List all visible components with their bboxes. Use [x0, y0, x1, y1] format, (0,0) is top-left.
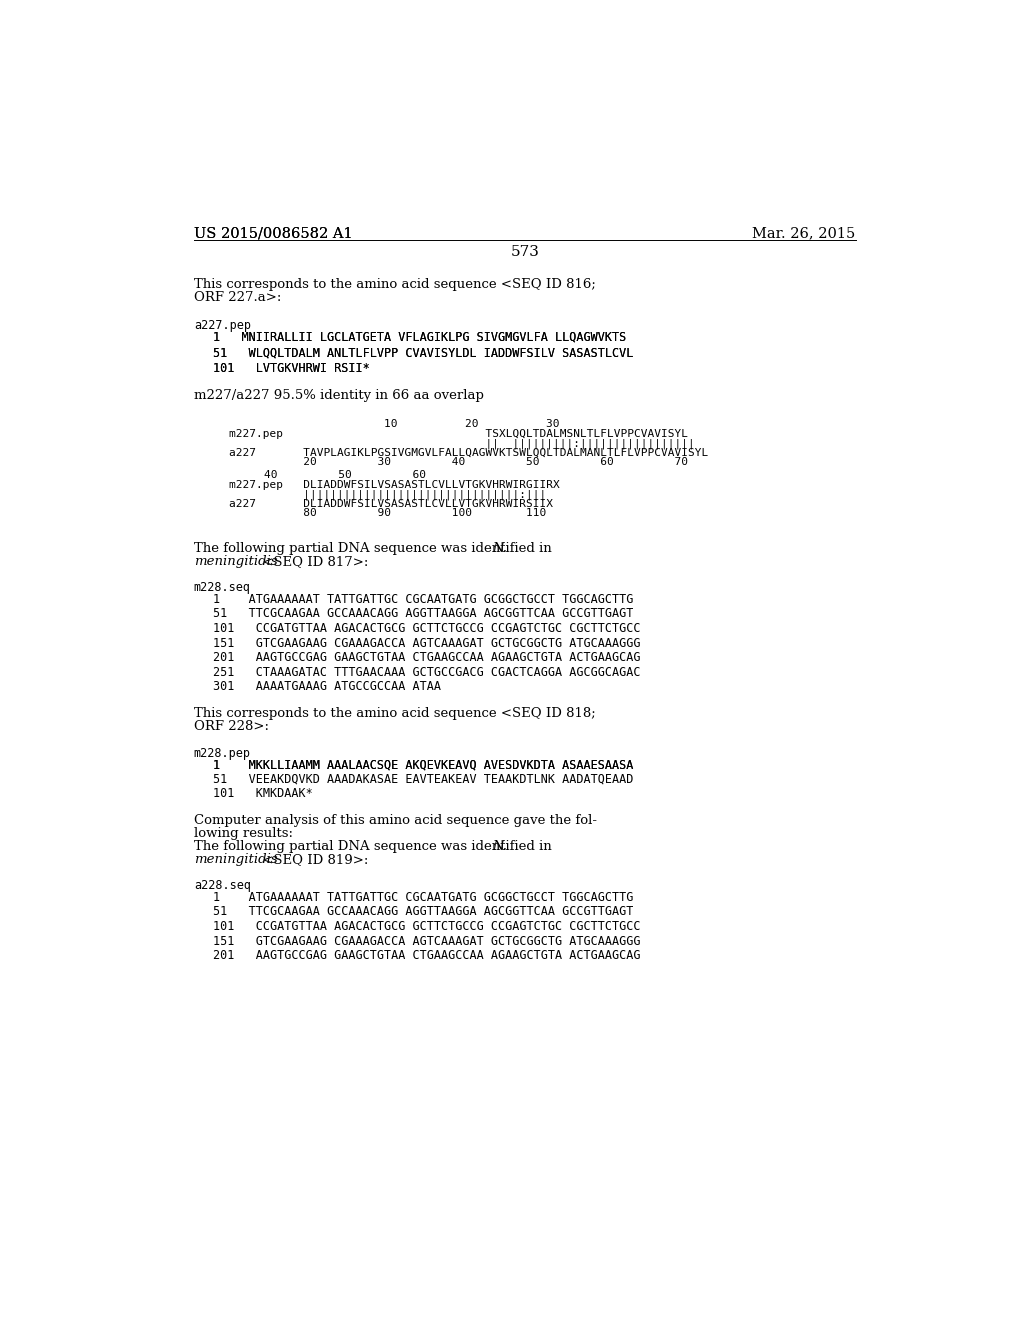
- Text: Mar. 26, 2015: Mar. 26, 2015: [753, 226, 856, 240]
- Text: m227/a227 95.5% identity in 66 aa overlap: m227/a227 95.5% identity in 66 aa overla…: [194, 388, 483, 401]
- Text: The following partial DNA sequence was identified in: The following partial DNA sequence was i…: [194, 543, 556, 554]
- Text: 20         30         40         50         60         70: 20 30 40 50 60 70: [228, 457, 688, 467]
- Text: 51   TTCGCAAGAA GCCAAACAGG AGGTTAAGGA AGCGGTTCAA GCCGTTGAGT: 51 TTCGCAAGAA GCCAAACAGG AGGTTAAGGA AGCG…: [213, 906, 634, 919]
- Text: 1    MKKLLIAAMM AAALAACSQE AKQEVKEAVQ AVESDVKDTA ASAAESAASA: 1 MKKLLIAAMM AAALAACSQE AKQEVKEAVQ AVESD…: [213, 758, 634, 771]
- Text: 51   VEEAKDQVKD AAADAKASAE EAVTEAKEAV TEAAKDTLNK AADATQEAAD: 51 VEEAKDQVKD AAADAKASAE EAVTEAKEAV TEAA…: [213, 774, 634, 785]
- Text: 10          20          30: 10 20 30: [384, 418, 559, 429]
- Text: 201   AAGTGCCGAG GAAGCTGTAA CTGAAGCCAA AGAAGCTGTA ACTGAAGCAG: 201 AAGTGCCGAG GAAGCTGTAA CTGAAGCCAA AGA…: [213, 949, 641, 962]
- Text: 1    ATGAAAAAAT TATTGATTGC CGCAATGATG GCGGCTGCCT TGGCAGCTTG: 1 ATGAAAAAAT TATTGATTGC CGCAATGATG GCGGC…: [213, 593, 634, 606]
- Text: 1   MNIIRALLII LGCLATGETA VFLAGIKLPG SIVGMGVLFA LLQAGWVKTS: 1 MNIIRALLII LGCLATGETA VFLAGIKLPG SIVGM…: [213, 330, 627, 343]
- Text: ||  |||||||||:|||||||||||||||||: || |||||||||:|||||||||||||||||: [228, 438, 694, 449]
- Text: 201   AAGTGCCGAG GAAGCTGTAA CTGAAGCCAA AGAAGCTGTA ACTGAAGCAG: 201 AAGTGCCGAG GAAGCTGTAA CTGAAGCCAA AGA…: [213, 651, 641, 664]
- Text: This corresponds to the amino acid sequence <SEQ ID 816;: This corresponds to the amino acid seque…: [194, 277, 596, 290]
- Text: a228.seq: a228.seq: [194, 879, 251, 892]
- Text: This corresponds to the amino acid sequence <SEQ ID 818;: This corresponds to the amino acid seque…: [194, 708, 596, 721]
- Text: 51   WLQQLTDALM ANLTLFLVPP CVAVISYLDL IADDWFSILV SASASTLCVL: 51 WLQQLTDALM ANLTLFLVPP CVAVISYLDL IADD…: [213, 346, 634, 359]
- Text: 151   GTCGAAGAAG CGAAAGACCA AGTCAAAGAT GCTGCGGCTG ATGCAAAGGG: 151 GTCGAAGAAG CGAAAGACCA AGTCAAAGAT GCT…: [213, 935, 641, 948]
- Text: ORF 227.a>:: ORF 227.a>:: [194, 290, 282, 304]
- Text: a227       DLIADDWFSILVSASASTLCVLLVTGKVHRWIRSIIX: a227 DLIADDWFSILVSASASTLCVLLVTGKVHRWIRSI…: [228, 499, 553, 508]
- Text: 101   CCGATGTTAA AGACACTGCG GCTTCTGCCG CCGAGTCTGC CGCTTCTGCC: 101 CCGATGTTAA AGACACTGCG GCTTCTGCCG CCG…: [213, 920, 641, 933]
- Text: m227.pep                              TSXLQQLTDALMSNLTLFLVPPCVAVISYL: m227.pep TSXLQQLTDALMSNLTLFLVPPCVAVISYL: [228, 429, 688, 440]
- Text: 573: 573: [510, 244, 540, 259]
- Text: N.: N.: [493, 543, 507, 554]
- Text: The following partial DNA sequence was identified in: The following partial DNA sequence was i…: [194, 840, 556, 853]
- Text: 151   GTCGAAGAAG CGAAAGACCA AGTCAAAGAT GCTGCGGCTG ATGCAAAGGG: 151 GTCGAAGAAG CGAAAGACCA AGTCAAAGAT GCT…: [213, 636, 641, 649]
- Text: a227       TAVPLAGIKLPGSIVGMGVLFALLQAGWVKTSWLQQLTDALMANLTLFLVPPCVAVISYL: a227 TAVPLAGIKLPGSIVGMGVLFALLQAGWVKTSWLQ…: [228, 447, 708, 458]
- Text: 101   CCGATGTTAA AGACACTGCG GCTTCTGCCG CCGAGTCTGC CGCTTCTGCC: 101 CCGATGTTAA AGACACTGCG GCTTCTGCCG CCG…: [213, 622, 641, 635]
- Text: 101   KMKDAAK*: 101 KMKDAAK*: [213, 788, 313, 800]
- Text: US 2015/0086582 A1: US 2015/0086582 A1: [194, 226, 352, 240]
- Text: m228.pep: m228.pep: [194, 747, 251, 760]
- Text: <SEQ ID 819>:: <SEQ ID 819>:: [258, 853, 369, 866]
- Text: m228.seq: m228.seq: [194, 581, 251, 594]
- Text: 101   LVTGKVHRWI RSII*: 101 LVTGKVHRWI RSII*: [213, 363, 370, 375]
- Text: 101   LVTGKVHRWI RSII*: 101 LVTGKVHRWI RSII*: [213, 363, 370, 375]
- Text: 301   AAAATGAAAG ATGCCGCCAA ATAA: 301 AAAATGAAAG ATGCCGCCAA ATAA: [213, 681, 441, 693]
- Text: US 2015/0086582 A1: US 2015/0086582 A1: [194, 226, 352, 240]
- Text: <SEQ ID 817>:: <SEQ ID 817>:: [258, 554, 369, 568]
- Text: Computer analysis of this amino acid sequence gave the fol-: Computer analysis of this amino acid seq…: [194, 813, 597, 826]
- Text: 1    MKKLLIAAMM AAALAACSQE AKQEVKEAVQ AVESDVKDTA ASAAESAASA: 1 MKKLLIAAMM AAALAACSQE AKQEVKEAVQ AVESD…: [213, 758, 634, 771]
- Text: 1   MNIIRALLII LGCLATGETA VFLAGIKLPG SIVGMGVLFA LLQAGWVKTS: 1 MNIIRALLII LGCLATGETA VFLAGIKLPG SIVGM…: [213, 330, 627, 343]
- Text: 40         50         60: 40 50 60: [263, 470, 426, 480]
- Text: 80         90         100        110: 80 90 100 110: [228, 508, 546, 517]
- Text: 51   WLQQLTDALM ANLTLFLVPP CVAVISYLDL IADDWFSILV SASASTLCVL: 51 WLQQLTDALM ANLTLFLVPP CVAVISYLDL IADD…: [213, 346, 634, 359]
- Text: ORF 228>:: ORF 228>:: [194, 721, 269, 734]
- Text: 1    ATGAAAAAAT TATTGATTGC CGCAATGATG GCGGCTGCCT TGGCAGCTTG: 1 ATGAAAAAAT TATTGATTGC CGCAATGATG GCGGC…: [213, 891, 634, 904]
- Text: lowing results:: lowing results:: [194, 826, 293, 840]
- Text: a227.pep: a227.pep: [194, 318, 251, 331]
- Text: meningitidis: meningitidis: [194, 853, 278, 866]
- Text: 251   CTAAAGATAC TTTGAACAAA GCTGCCGACG CGACTCAGGA AGCGGCAGAC: 251 CTAAAGATAC TTTGAACAAA GCTGCCGACG CGA…: [213, 665, 641, 678]
- Text: 51   TTCGCAAGAA GCCAAACAGG AGGTTAAGGA AGCGGTTCAA GCCGTTGAGT: 51 TTCGCAAGAA GCCAAACAGG AGGTTAAGGA AGCG…: [213, 607, 634, 620]
- Text: meningitidis: meningitidis: [194, 554, 278, 568]
- Text: ||||||||||||||||||||||||||||||||:|||: ||||||||||||||||||||||||||||||||:|||: [228, 490, 546, 500]
- Text: m227.pep   DLIADDWFSILVSASASTLCVLLVTGKVHRWIRGIIRX: m227.pep DLIADDWFSILVSASASTLCVLLVTGKVHRW…: [228, 480, 559, 490]
- Text: N.: N.: [493, 840, 507, 853]
